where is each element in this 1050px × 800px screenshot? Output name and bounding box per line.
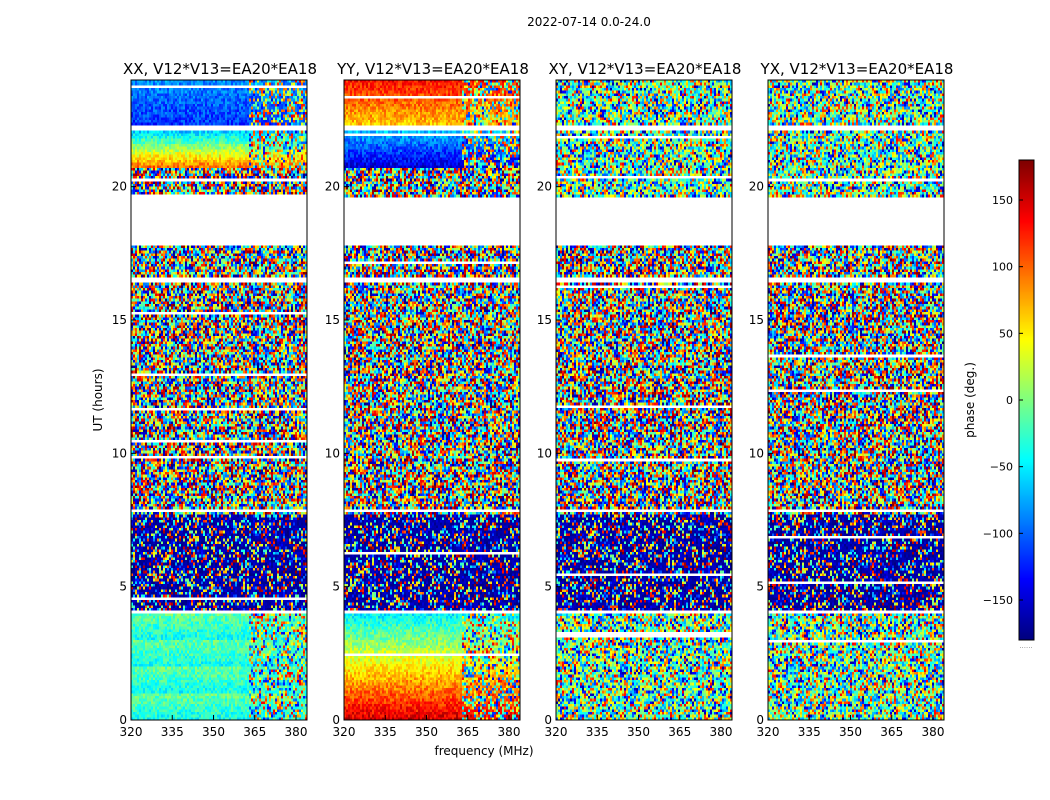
heatmap-panel-3 [768,80,944,720]
x-tick-label: 335 [161,725,184,739]
x-tick-label: 350 [627,725,650,739]
x-tick-label: 380 [710,725,733,739]
x-tick-label: 365 [668,725,691,739]
y-tick-label: 5 [756,580,764,594]
x-tick-label: 350 [202,725,225,739]
y-tick-label: 0 [119,713,127,727]
panel-frame-2 [555,79,733,721]
panel-title-1: YY, V12*V13=EA20*EA18 [336,60,529,78]
x-tick-label: 380 [922,725,945,739]
colorbar-gradient [1019,160,1034,640]
panel-frame-1 [343,79,521,721]
y-tick-label: 5 [332,580,340,594]
x-tick-label: 320 [757,725,780,739]
y-tick-label: 20 [537,180,552,194]
y-tick-label: 15 [325,313,340,327]
x-tick-label: 320 [120,725,143,739]
y-tick-label: 15 [749,313,764,327]
y-tick-label: 0 [332,713,340,727]
colorbar-bottom-label: ...... [1019,642,1032,650]
x-tick-label: 320 [333,725,356,739]
y-tick-label: 5 [119,580,127,594]
heatmap-panel-1 [344,80,520,720]
y-tick-label: 10 [537,446,552,460]
x-tick-label: 335 [374,725,397,739]
x-tick-label: 320 [545,725,568,739]
colorbar-tick-label: 50 [999,327,1013,340]
x-tick-label: 365 [880,725,903,739]
colorbar-label: phase (deg.) [963,362,977,438]
colorbar-tick-label: −50 [990,461,1013,474]
x-axis-label: frequency (MHz) [434,744,533,758]
x-tick-label: 380 [498,725,521,739]
y-tick-label: 0 [544,713,552,727]
x-tick-label: 365 [456,725,479,739]
x-tick-label: 350 [415,725,438,739]
panel-frame-3 [767,79,945,721]
panel-frame-0 [130,79,308,721]
colorbar-tick-label: −150 [983,594,1013,607]
colorbar-tick-label: 0 [1006,394,1013,407]
colorbar-tick-label: 100 [992,261,1013,274]
y-tick-label: 20 [749,180,764,194]
colorbar-tick-label: 150 [992,194,1013,207]
figure-title: 2022-07-14 0.0-24.0 [527,15,651,29]
x-tick-label: 365 [243,725,266,739]
panel-title-2: XY, V12*V13=EA20*EA18 [549,60,742,78]
y-tick-label: 10 [749,446,764,460]
y-tick-label: 10 [325,446,340,460]
y-tick-label: 15 [112,313,127,327]
colorbar: 150 100 50 0 −50 −100 −150 [983,159,1035,641]
panel-title-0: XX, V12*V13=EA20*EA18 [123,60,317,78]
heatmap-panel-2 [556,80,732,720]
y-tick-label: 5 [544,580,552,594]
x-tick-label: 335 [798,725,821,739]
y-axis-label: UT (hours) [91,368,105,431]
y-tick-label: 20 [325,180,340,194]
heatmap-panel-0 [131,80,307,720]
y-tick-label: 10 [112,446,127,460]
panel-title-3: YX, V12*V13=EA20*EA18 [760,60,954,78]
colorbar-tick-label: −100 [983,527,1013,540]
heatmap-panels: XX, V12*V13=EA20*EA18 320 335 350 365 380 0 5 10… [112,60,954,739]
y-tick-label: 20 [112,180,127,194]
x-tick-label: 335 [586,725,609,739]
y-tick-label: 0 [756,713,764,727]
x-tick-label: 380 [285,725,308,739]
y-tick-label: 15 [537,313,552,327]
x-tick-label: 350 [839,725,862,739]
